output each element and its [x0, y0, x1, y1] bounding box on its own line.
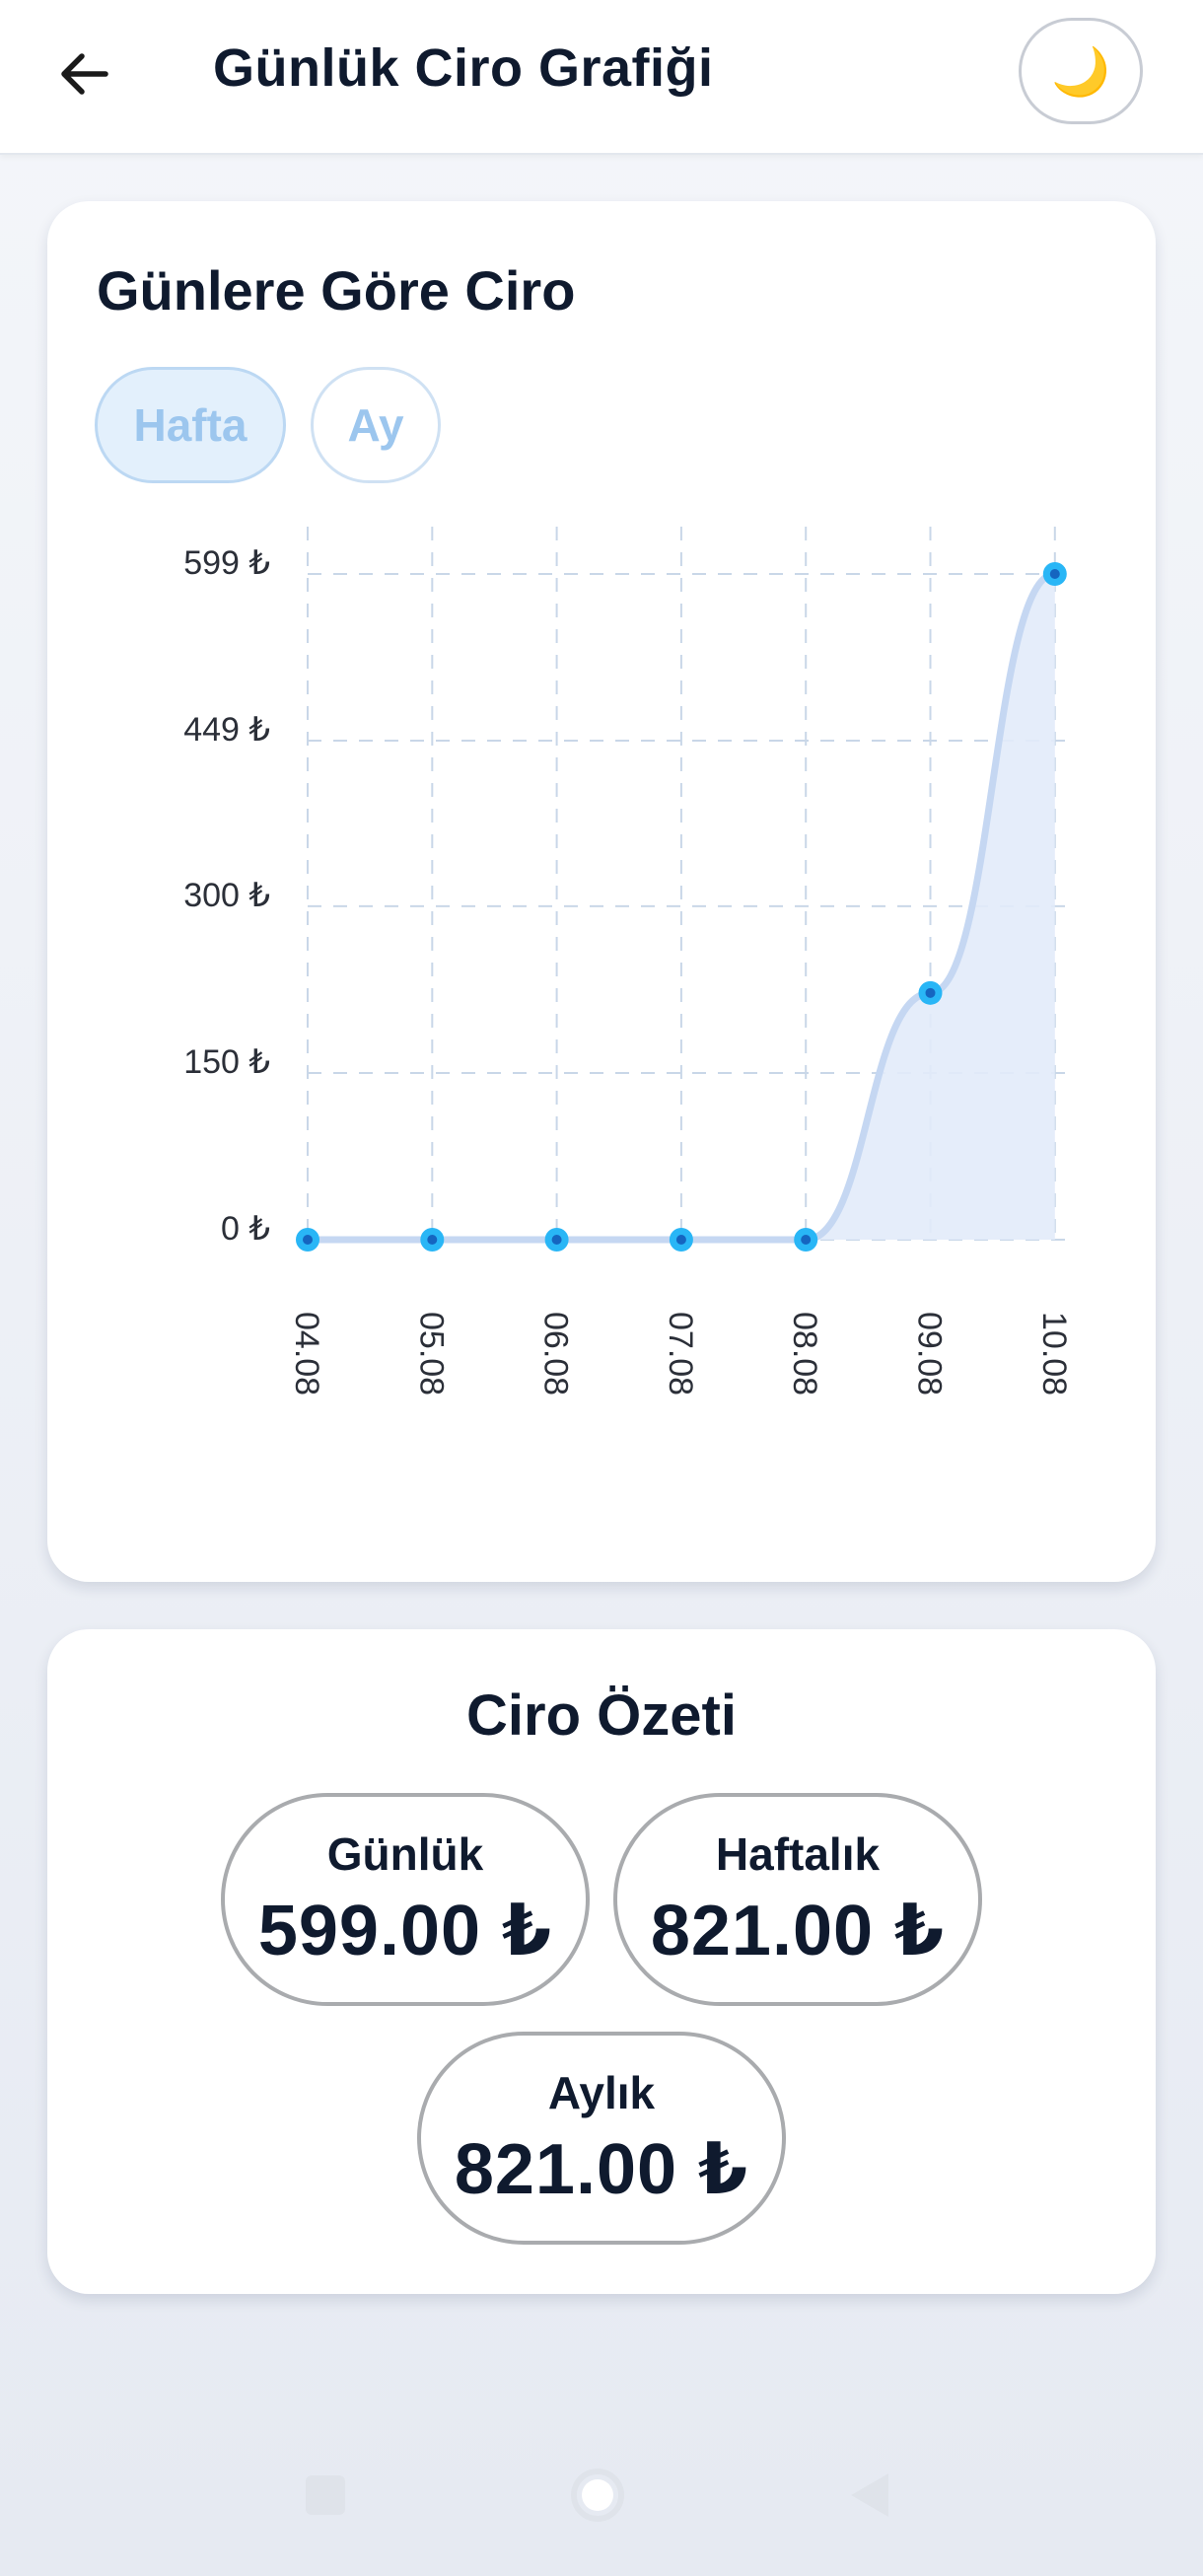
- x-tick-label: 06.08: [537, 1312, 575, 1395]
- page-title: Günlük Ciro Grafiği: [213, 38, 714, 98]
- chart-card-title: Günlere Göre Ciro: [97, 259, 576, 322]
- daily-value: 599.00 ₺: [257, 1892, 553, 1970]
- data-point: [544, 1228, 569, 1252]
- monthly-value: 821.00 ₺: [454, 2130, 749, 2209]
- monthly-label: Aylık: [547, 2067, 656, 2118]
- y-tick-label: 300 ₺: [183, 877, 270, 914]
- x-tick-label: 09.08: [911, 1312, 949, 1395]
- system-back-button[interactable]: [830, 2456, 909, 2535]
- series-line: [304, 570, 1059, 1244]
- x-tick-label: 05.08: [412, 1312, 450, 1395]
- data-point: [794, 1228, 818, 1252]
- revenue-summary-card: Ciro Özeti Günlük 599.00 ₺ Haftalık 821.…: [47, 1629, 1156, 2294]
- weekly-revenue-pill: Haftalık 821.00 ₺: [613, 1793, 982, 2006]
- y-tick-label: 449 ₺: [183, 711, 270, 749]
- arrow-left-icon: [61, 53, 108, 95]
- data-point: [918, 980, 943, 1005]
- x-tick-label: 07.08: [662, 1312, 699, 1395]
- monthly-revenue-pill: Aylık 821.00 ₺: [417, 2032, 786, 2245]
- tab-week[interactable]: Hafta: [95, 367, 286, 483]
- back-button[interactable]: [39, 30, 128, 118]
- revenue-line-chart: 0 ₺ 150 ₺ 300 ₺ 449 ₺ 599 ₺ 04.08 05.08 06.08 07…: [183, 527, 1077, 1395]
- y-tick-label: 150 ₺: [183, 1043, 270, 1081]
- revenue-chart-card: Günlere Göre Ciro Hafta Ay 0 ₺ 150 ₺ 300 ₺…: [47, 201, 1156, 1582]
- system-navigation-bar: [0, 2456, 1203, 2554]
- x-tick-label: 08.08: [786, 1312, 823, 1395]
- data-point: [420, 1228, 445, 1252]
- data-point: [1042, 562, 1067, 586]
- home-button[interactable]: [558, 2456, 637, 2535]
- weekly-label: Haftalık: [715, 1828, 881, 1880]
- triangle-back-icon: [851, 2473, 888, 2517]
- daily-label: Günlük: [326, 1828, 484, 1880]
- theme-toggle-button[interactable]: 🌙: [1019, 18, 1143, 124]
- square-icon: [306, 2475, 345, 2515]
- x-tick-label: 10.08: [1035, 1312, 1073, 1395]
- recents-button[interactable]: [286, 2456, 365, 2535]
- data-point: [296, 1228, 319, 1252]
- moon-icon: 🌙: [1051, 45, 1110, 99]
- weekly-value: 821.00 ₺: [650, 1892, 946, 1970]
- x-tick-label: 04.08: [288, 1312, 325, 1395]
- tab-month[interactable]: Ay: [311, 367, 441, 483]
- area-fill: [308, 574, 1055, 1240]
- daily-revenue-pill: Günlük 599.00 ₺: [221, 1793, 590, 2006]
- data-point: [669, 1228, 693, 1252]
- y-tick-label: 0 ₺: [221, 1210, 270, 1248]
- summary-title: Ciro Özeti: [466, 1683, 737, 1748]
- app-header: Günlük Ciro Grafiği 🌙: [0, 0, 1203, 155]
- circle-icon: [571, 2469, 624, 2522]
- y-tick-label: 599 ₺: [183, 544, 270, 582]
